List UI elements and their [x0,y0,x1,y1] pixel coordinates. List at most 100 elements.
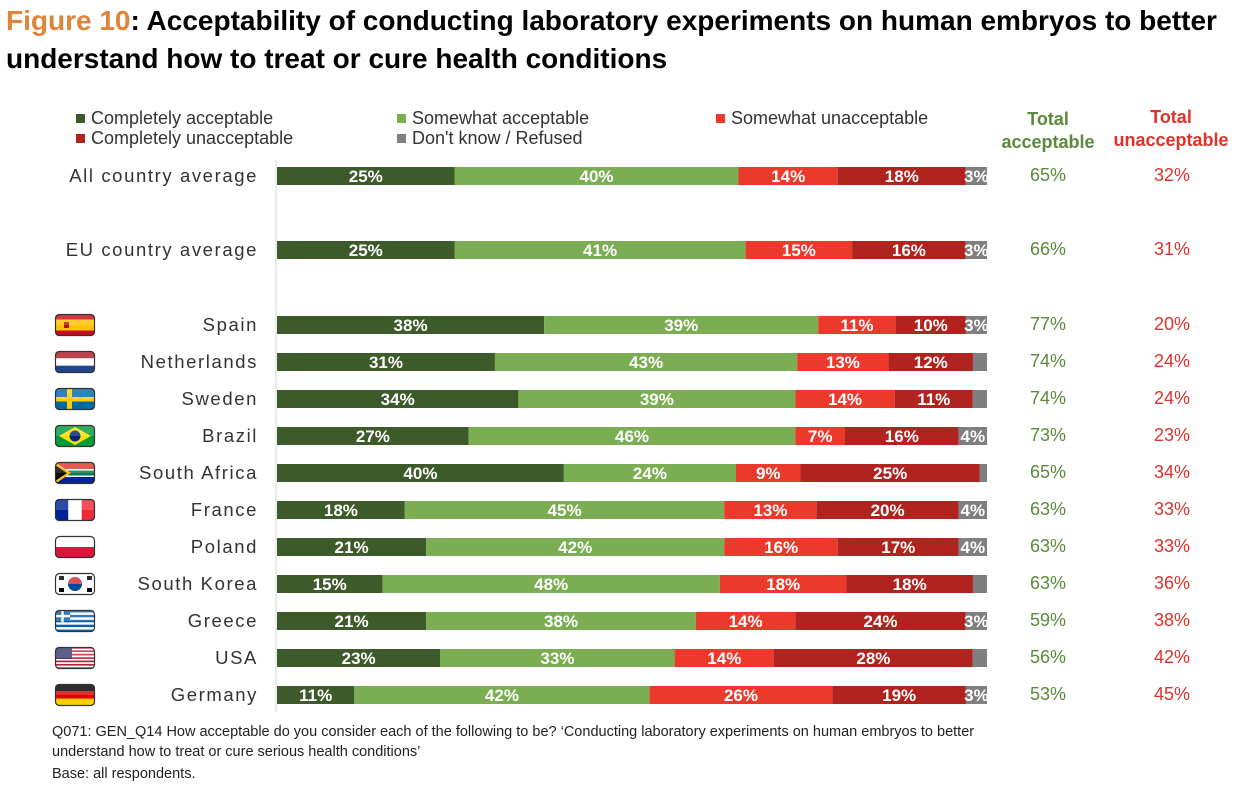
bar-segment-don-t-know-refused [965,612,987,630]
total-acceptable-header: Total acceptable [1001,109,1095,152]
bar-segment-completely-acceptable [277,241,455,259]
legend-swatch [76,114,85,123]
bar-segment-somewhat-unacceptable [818,316,896,334]
total-acceptable-value: 65% [1030,165,1066,185]
bar-segment-completely-acceptable [277,612,427,630]
bar-segment-completely-unacceptable [816,501,959,519]
bar-segment-completely-unacceptable [846,575,973,593]
legend-completely-unacceptable: Completely unacceptable [76,128,293,148]
legend-swatch [397,114,406,123]
legend-label: Don't know / Refused [412,128,583,148]
data-label: 18% [324,501,358,520]
bar-segment-somewhat-acceptable [426,612,696,630]
legend-swatch [716,114,725,123]
footnote-question-line2: understand how to treat or cure serious … [52,744,421,760]
total-unacceptable-header: Total unacceptable [1113,107,1229,150]
total-acceptable-value: 56% [1030,647,1066,667]
bar-row-sweden: Sweden 34% 39% 14% 11% 74% 24% [182,388,1190,409]
data-label: 14% [771,167,805,186]
bar-segment-somewhat-acceptable [563,464,736,482]
bar-segment-completely-acceptable [277,427,469,445]
bar-row-brazil: Brazil 27% 46% 7% 16% 4% 73% 23% [202,425,1190,446]
bar-segment-completely-unacceptable [774,649,973,667]
category-label: All country average [69,165,258,186]
data-label: 15% [313,575,347,594]
total-unacceptable-value: 36% [1154,573,1190,593]
total-unacceptable-value: 23% [1154,425,1190,445]
legend-somewhat-unacceptable: Somewhat unacceptable [716,108,928,128]
data-label: 7% [808,427,833,446]
bar-segment-don-t-know-refused [958,427,987,445]
bar-row-poland: Poland 21% 42% 16% 17% 4% 63% 33% [191,536,1190,557]
data-label: 16% [892,241,926,260]
bar-row-spain: Spain 38% 39% 11% 10% 3% 77% 20% [203,314,1190,335]
bar-segment-somewhat-unacceptable [735,464,801,482]
bar-segment-don-t-know-refused [972,649,987,667]
category-label: Brazil [202,425,258,446]
data-label: 13% [826,353,860,372]
bar-segment-completely-unacceptable [795,612,966,630]
total-unacceptable-value: 34% [1154,462,1190,482]
bar-segment-completely-acceptable [277,649,441,667]
netherlands-flag [54,350,96,374]
data-label: 11% [840,316,873,335]
bar-segment-somewhat-unacceptable [649,686,833,704]
data-label: 39% [664,316,698,335]
data-label: 46% [615,427,649,446]
bar-row-france: France 18% 45% 13% 20% 4% 63% 33% [191,499,1190,520]
total-unacceptable-value: 38% [1154,610,1190,630]
bar-segment-somewhat-acceptable [468,427,796,445]
data-label: 3% [964,167,989,186]
legend-label: Somewhat acceptable [412,108,590,128]
bar-segment-completely-acceptable [277,464,564,482]
bar-segment-completely-acceptable [277,501,405,519]
stacked-bar-chart: All country average 25% 40% 14% 18% 3% 65% 32%E… [54,160,1190,712]
data-label: 33% [540,649,574,668]
poland-flag [54,535,96,559]
total-acceptable-value: 53% [1030,684,1066,704]
bar-segment-completely-unacceptable [894,390,973,408]
data-label: 14% [707,649,741,668]
total-unacceptable-value: 20% [1154,314,1190,334]
bar-segment-don-t-know-refused [979,464,987,482]
data-label: 18% [766,575,800,594]
data-label: 13% [753,501,787,520]
data-label: 40% [579,167,613,186]
category-label: South Korea [138,573,258,594]
data-label: 18% [893,575,927,594]
bar-segment-somewhat-acceptable [454,241,746,259]
data-label: 38% [544,612,578,631]
bar-row-netherlands: Netherlands 31% 43% 13% 12% 74% 24% [141,351,1190,372]
bar-segment-somewhat-acceptable [518,390,796,408]
data-label: 43% [629,353,663,372]
data-label: 3% [964,316,989,335]
france-flag [54,498,96,522]
total-unacceptable-value: 33% [1154,536,1190,556]
data-label: 11% [917,390,950,409]
south-korea-flag [54,572,96,596]
category-label: Spain [203,314,258,335]
bar-segment-completely-unacceptable [845,427,959,445]
bar-segment-don-t-know-refused [972,353,987,371]
bar-segment-completely-acceptable [277,316,545,334]
data-label: 16% [885,427,919,446]
bar-segment-somewhat-unacceptable [738,167,838,185]
data-label: 15% [782,241,816,260]
bar-segment-don-t-know-refused [965,686,987,704]
footnote-question-line1: Q071: GEN_Q14 How acceptable do you cons… [52,724,975,740]
total-acceptable-value: 77% [1030,314,1066,334]
data-label: 19% [882,686,916,705]
data-label: 9% [756,464,781,483]
bar-segment-completely-acceptable [277,390,519,408]
data-label: 23% [342,649,376,668]
figure-label: Figure 10 [6,5,131,36]
bar-segment-somewhat-acceptable [354,686,650,704]
bar-segment-completely-acceptable [277,575,383,593]
data-label: 40% [403,464,437,483]
data-label: 41% [583,241,617,260]
category-label: Germany [171,684,258,705]
category-label: Sweden [182,388,258,409]
data-label: 4% [961,501,986,520]
bar-segment-don-t-know-refused [965,316,987,334]
total-acceptable-value: 59% [1030,610,1066,630]
